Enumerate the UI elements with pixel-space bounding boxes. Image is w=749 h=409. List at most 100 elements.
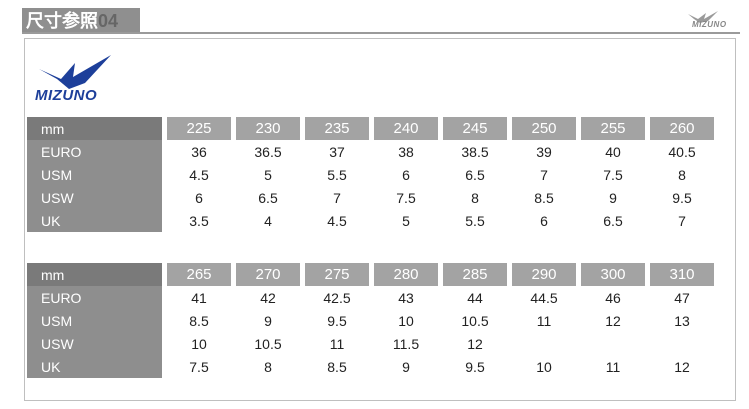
row-label-uk: UK <box>27 355 162 378</box>
cell-gap <box>438 355 443 378</box>
cell-gap <box>645 186 650 209</box>
row-label-mm: mm <box>27 263 162 286</box>
cell-gap <box>369 140 374 163</box>
cell-gap <box>507 286 512 309</box>
size-cell: 47 <box>650 286 714 309</box>
cell-gap <box>300 209 305 232</box>
size-cell: 6.5 <box>443 163 507 186</box>
size-cell: 10 <box>374 309 438 332</box>
cell-gap <box>231 163 236 186</box>
size-cell: 300 <box>581 263 645 286</box>
size-cell: 290 <box>512 263 576 286</box>
table-row-euro: EURO 36 36.5 37 38 38.5 39 40 40.5 <box>27 140 714 163</box>
cell-gap <box>576 163 581 186</box>
cell-gap <box>231 209 236 232</box>
table-row-usw: USW 10 10.5 11 11.5 12 <box>27 332 714 355</box>
size-cell: 36 <box>167 140 231 163</box>
size-cell: 6 <box>374 163 438 186</box>
size-cell: 4.5 <box>305 209 369 232</box>
cell-gap <box>162 140 167 163</box>
cell-gap <box>645 117 650 140</box>
brand-logo: MIZUNO <box>35 53 127 105</box>
cell-gap <box>576 286 581 309</box>
size-cell: 7 <box>512 163 576 186</box>
cell-gap <box>300 186 305 209</box>
size-cell <box>581 332 645 355</box>
cell-gap <box>507 140 512 163</box>
row-label-euro: EURO <box>27 286 162 309</box>
table-row-usw: USW 6 6.5 7 7.5 8 8.5 9 9.5 <box>27 186 714 209</box>
size-cell: 8 <box>650 163 714 186</box>
size-cell: 280 <box>374 263 438 286</box>
cell-gap <box>369 117 374 140</box>
cell-gap <box>231 309 236 332</box>
size-cell: 42.5 <box>305 286 369 309</box>
cell-gap <box>369 309 374 332</box>
cell-gap <box>507 163 512 186</box>
size-cell: 8 <box>236 355 300 378</box>
cell-gap <box>369 209 374 232</box>
cell-gap <box>231 332 236 355</box>
size-cell: 5 <box>374 209 438 232</box>
cell-gap <box>576 209 581 232</box>
cell-gap <box>645 263 650 286</box>
cell-gap <box>438 286 443 309</box>
size-cell: 11.5 <box>374 332 438 355</box>
brand-wordmark: MIZUNO <box>35 87 98 104</box>
cell-gap <box>231 355 236 378</box>
cell-gap <box>576 355 581 378</box>
header-divider <box>22 32 740 34</box>
size-cell: 12 <box>581 309 645 332</box>
table-row-usm: USM 8.5 9 9.5 10 10.5 11 12 13 <box>27 309 714 332</box>
size-cell: 240 <box>374 117 438 140</box>
cell-gap <box>507 332 512 355</box>
cell-gap <box>162 286 167 309</box>
size-cell: 40 <box>581 140 645 163</box>
cell-gap <box>162 186 167 209</box>
cell-gap <box>576 263 581 286</box>
cell-gap <box>300 140 305 163</box>
size-cell: 4 <box>236 209 300 232</box>
size-table-1: mm 225 230 235 240 245 250 255 260 EURO … <box>27 117 714 232</box>
table-row-uk: UK 7.5 8 8.5 9 9.5 10 11 12 <box>27 355 714 378</box>
cell-gap <box>162 263 167 286</box>
cell-gap <box>438 140 443 163</box>
size-cell: 8 <box>443 186 507 209</box>
header-number: 04 <box>98 11 119 31</box>
cell-gap <box>369 355 374 378</box>
size-cell: 41 <box>167 286 231 309</box>
cell-gap <box>231 263 236 286</box>
table-row-mm: mm 225 230 235 240 245 250 255 260 <box>27 117 714 140</box>
size-cell: 260 <box>650 117 714 140</box>
size-cell: 10.5 <box>443 309 507 332</box>
size-cell: 7.5 <box>581 163 645 186</box>
table-row-mm: mm 265 270 275 280 285 290 300 310 <box>27 263 714 286</box>
size-cell: 3.5 <box>167 209 231 232</box>
cell-gap <box>231 186 236 209</box>
cell-gap <box>300 355 305 378</box>
header-title-background <box>22 8 140 32</box>
cell-gap <box>300 163 305 186</box>
cell-gap <box>645 309 650 332</box>
size-cell: 44 <box>443 286 507 309</box>
size-cell: 230 <box>236 117 300 140</box>
header-title-text: 尺寸参照 <box>26 11 98 31</box>
row-label-usw: USW <box>27 186 162 209</box>
cell-gap <box>369 163 374 186</box>
cell-gap <box>645 163 650 186</box>
size-cell: 38 <box>374 140 438 163</box>
cell-gap <box>507 263 512 286</box>
cell-gap <box>300 332 305 355</box>
cell-gap <box>507 186 512 209</box>
size-cell: 255 <box>581 117 645 140</box>
cell-gap <box>438 163 443 186</box>
size-cell: 43 <box>374 286 438 309</box>
size-cell: 9.5 <box>650 186 714 209</box>
cell-gap <box>507 117 512 140</box>
size-cell: 7.5 <box>167 355 231 378</box>
size-cell: 235 <box>305 117 369 140</box>
size-cell: 8.5 <box>167 309 231 332</box>
row-label-usm: USM <box>27 309 162 332</box>
size-cell: 9.5 <box>305 309 369 332</box>
cell-gap <box>162 355 167 378</box>
